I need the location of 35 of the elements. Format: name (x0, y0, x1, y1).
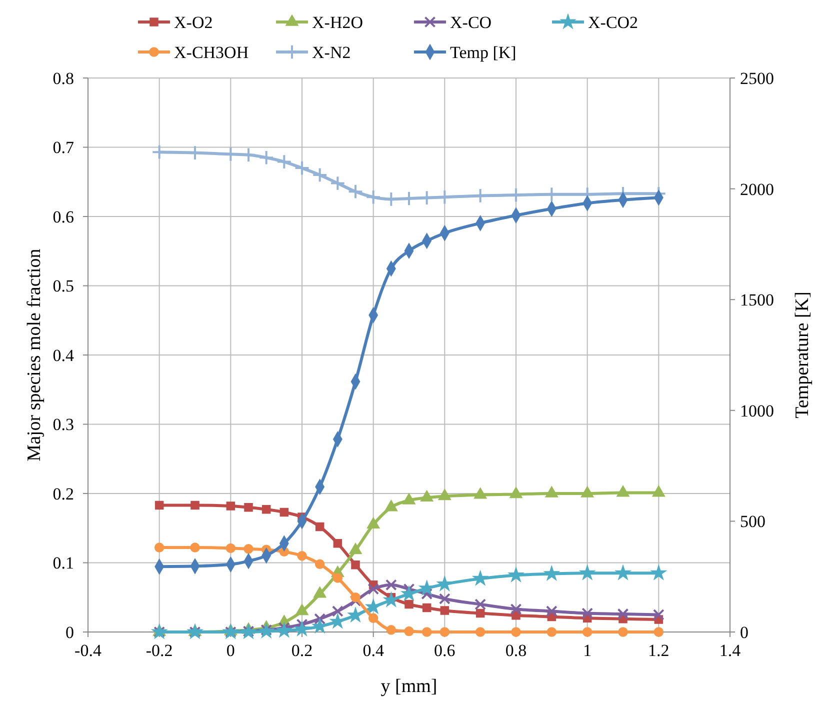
legend-label: X-O2 (174, 12, 213, 32)
legend-label: X-CO2 (588, 12, 638, 32)
legend-label: X-N2 (312, 42, 351, 62)
x-tick-label: 0.6 (434, 641, 456, 660)
x-tick-label: -0.2 (146, 641, 173, 660)
y-tick-label: 0.6 (52, 207, 74, 226)
y-tick-label: 0.2 (52, 484, 74, 504)
y-tick-label: 0.7 (52, 138, 74, 158)
y-tick-label: 0 (66, 622, 74, 642)
y-tick-label: 0.8 (52, 68, 74, 88)
x-tick-label: 1.2 (648, 641, 670, 660)
y2-tick-label: 1500 (740, 290, 774, 310)
x-tick-label: 0.4 (362, 641, 384, 660)
x-tick-label: -0.4 (74, 641, 102, 660)
y-tick-label: 0.1 (52, 554, 74, 573)
legend-label: X-H2O (312, 12, 363, 32)
x-tick-label: 0.2 (291, 641, 313, 660)
legend-label: Temp [K] (450, 42, 516, 62)
y2-axis-title: Temperature [K] (792, 292, 813, 418)
y2-tick-label: 1000 (740, 401, 774, 420)
x-tick-label: 1.4 (719, 641, 742, 660)
legend-label: X-CO (450, 12, 492, 32)
y-tick-label: 0.5 (52, 276, 74, 296)
y-tick-label: 0.4 (52, 346, 74, 365)
y2-tick-label: 2000 (740, 180, 774, 199)
y-tick-label: 0.3 (52, 415, 74, 434)
x-tick-label: 1 (583, 641, 592, 660)
y2-tick-label: 2500 (740, 68, 774, 88)
x-tick-label: 0 (226, 641, 235, 660)
legend-label: X-CH3OH (174, 42, 249, 62)
y2-tick-label: 500 (740, 512, 766, 532)
y2-tick-label: 0 (740, 622, 748, 642)
x-tick-label: 0.8 (505, 641, 527, 660)
y-axis-title: Major species mole fraction (24, 248, 45, 462)
x-axis-title: y [mm] (380, 676, 438, 697)
